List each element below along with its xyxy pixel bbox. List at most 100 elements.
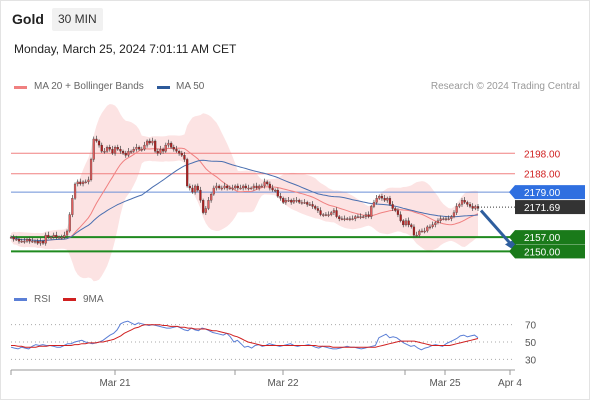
- candle-body: [210, 194, 213, 201]
- candle-body: [335, 210, 338, 217]
- candle-body: [89, 159, 93, 180]
- candle-body: [460, 200, 464, 205]
- candle-body: [87, 179, 90, 183]
- candle-body: [287, 200, 290, 202]
- candle-body: [60, 236, 63, 239]
- candle-body: [231, 187, 234, 190]
- candle-body: [295, 200, 298, 202]
- candle-body: [314, 206, 317, 209]
- candle-body: [271, 187, 274, 191]
- candle-body: [399, 214, 402, 221]
- candle-body: [391, 204, 394, 209]
- candle-body: [407, 220, 410, 226]
- candle-body: [394, 208, 397, 211]
- candle-body: [127, 151, 130, 156]
- candle-body: [439, 218, 442, 221]
- candle-body: [367, 214, 370, 217]
- ma50-line: [10, 159, 479, 242]
- candle-body: [274, 189, 277, 192]
- candle-body: [49, 236, 53, 239]
- candle-body: [57, 236, 61, 239]
- candle-body: [466, 202, 469, 205]
- candle-body: [47, 234, 50, 238]
- candle-body: [196, 185, 199, 191]
- candle-body: [370, 206, 373, 217]
- x-axis-label: Mar 21: [99, 378, 131, 389]
- level-label-pointer-support: [509, 230, 515, 245]
- candle-body: [191, 187, 194, 193]
- current-price-label: 2171.69: [524, 203, 561, 214]
- candle-body: [119, 149, 122, 152]
- candle-body: [212, 187, 215, 195]
- level-label-pointer-support: [509, 244, 515, 259]
- bb-legend-swatch: [14, 86, 27, 89]
- candle-body: [279, 196, 282, 199]
- candle-body: [306, 202, 309, 205]
- candle-body: [199, 189, 202, 201]
- level-label-box-support: [515, 230, 585, 245]
- candle-body: [292, 200, 295, 203]
- x-axis-label: Mar 22: [267, 378, 299, 389]
- candle-body: [343, 218, 346, 220]
- candle-body: [423, 230, 426, 233]
- candle-body: [268, 183, 271, 189]
- candle-body: [226, 185, 229, 189]
- candle-body: [44, 234, 47, 244]
- candle-body: [97, 140, 101, 146]
- candle-body: [31, 241, 34, 243]
- timeframe-badge[interactable]: 30 MIN: [52, 8, 103, 31]
- candle-body: [322, 214, 325, 216]
- candle-body: [202, 200, 205, 213]
- candle-body: [162, 149, 165, 152]
- candle-body: [303, 202, 306, 204]
- candle-body: [418, 230, 421, 236]
- candle-body: [300, 202, 303, 204]
- candle-body: [17, 239, 21, 242]
- candle-body: [63, 234, 66, 238]
- candle-body: [172, 147, 175, 150]
- rsi-tick-label: 30: [525, 355, 537, 366]
- candle-body: [412, 226, 416, 236]
- candle-body: [204, 208, 207, 213]
- candle-body: [215, 185, 218, 189]
- candle-body: [228, 187, 231, 190]
- candle-body: [130, 151, 133, 153]
- candle-body: [359, 216, 362, 218]
- candle-body: [242, 185, 245, 189]
- rsi-legend-label: RSI: [34, 294, 51, 305]
- candle-body: [282, 198, 285, 203]
- candle-body: [442, 218, 445, 220]
- instrument-title: Gold: [12, 11, 44, 27]
- bb-legend-label: MA 20 + Bollinger Bands: [34, 81, 144, 92]
- candle-body: [284, 200, 287, 203]
- candle-body: [255, 185, 258, 189]
- candle-body: [258, 185, 261, 189]
- candle-body: [260, 185, 263, 188]
- candle-body: [33, 241, 37, 243]
- candle-body: [356, 216, 360, 218]
- candle-body: [324, 214, 328, 216]
- level-label-support: 2157.00: [524, 233, 561, 244]
- candle-body: [266, 181, 269, 185]
- candle-body: [73, 183, 77, 199]
- candle-body: [140, 149, 143, 151]
- candle-body: [9, 236, 13, 239]
- candle-body: [148, 140, 151, 144]
- candle-body: [36, 241, 39, 244]
- candle-body: [151, 140, 154, 144]
- candle-body: [103, 151, 106, 153]
- candle-body: [298, 200, 301, 203]
- candle-body: [327, 214, 330, 216]
- candle-body: [167, 142, 170, 146]
- candle-body: [378, 196, 381, 199]
- level-label-support: 2150.00: [524, 247, 561, 258]
- candle-body: [113, 147, 117, 154]
- candle-body: [143, 144, 146, 150]
- candle-body: [41, 241, 45, 244]
- x-axis-label: Mar 25: [429, 378, 461, 389]
- candle-body: [415, 234, 418, 237]
- level-label-box-pivot: [515, 185, 585, 200]
- candle-body: [375, 198, 378, 203]
- candle-body: [244, 185, 247, 189]
- candle-body: [234, 185, 237, 189]
